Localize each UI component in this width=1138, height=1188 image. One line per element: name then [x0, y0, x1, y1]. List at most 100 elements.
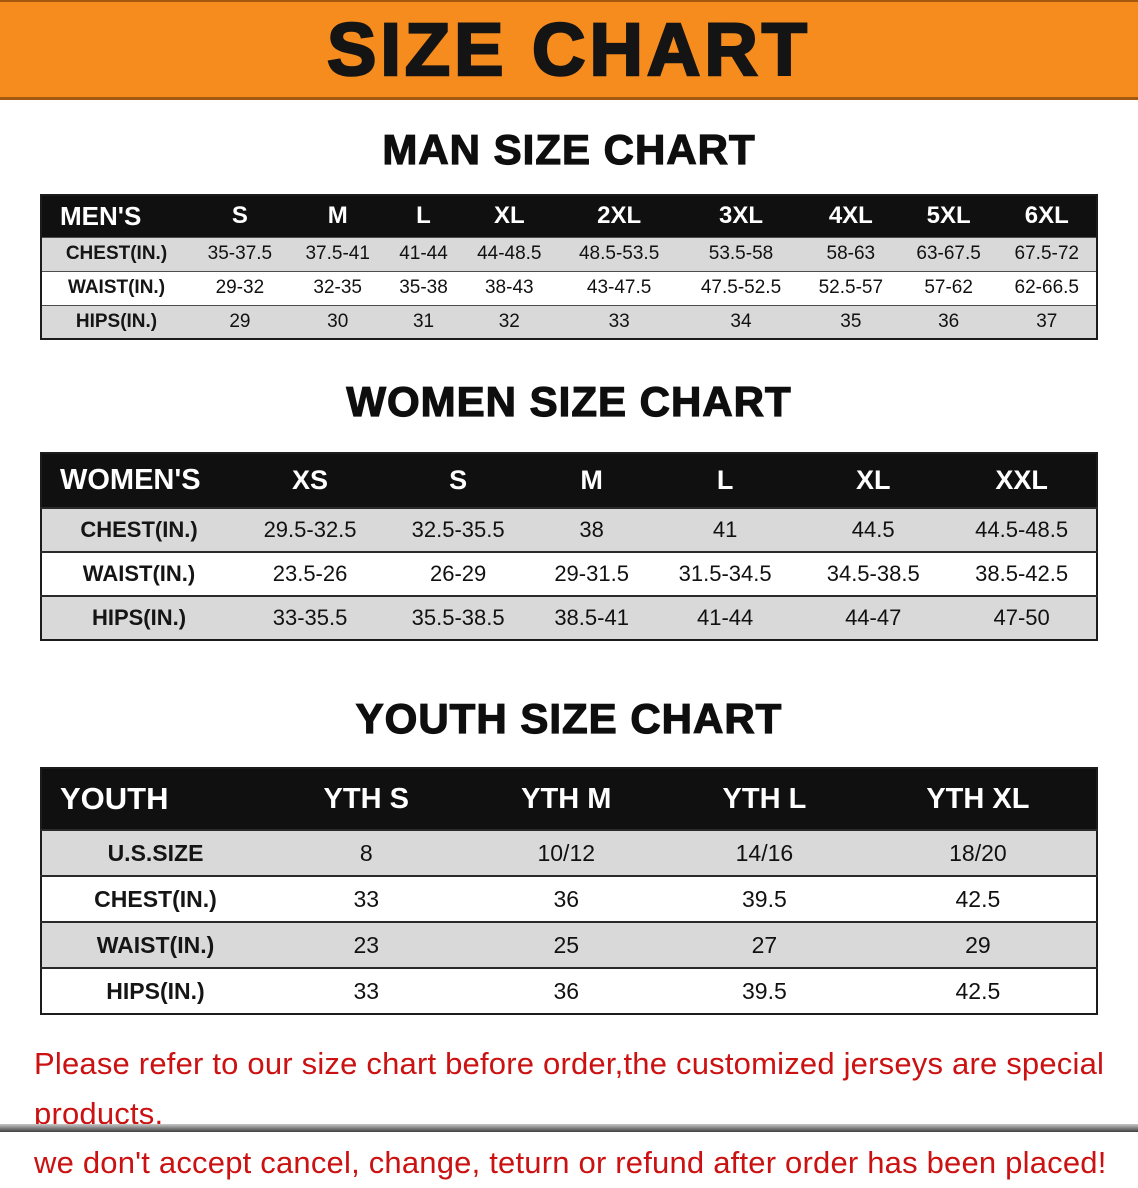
column-header: M — [327, 202, 348, 230]
table-cell: 33 — [608, 310, 630, 332]
column-header: 6XL — [1024, 202, 1069, 230]
table-cell: 67.5-72 — [1014, 243, 1079, 264]
table-cell: 47-50 — [993, 605, 1050, 630]
table-cell: 33-35.5 — [272, 605, 348, 630]
table-cell: 35-38 — [399, 277, 448, 298]
column-header: YTH S — [323, 782, 409, 815]
women-section-heading: WOMEN SIZE CHART — [346, 377, 792, 425]
table-cell: 43-47.5 — [586, 277, 652, 298]
table-cell: 39.5 — [742, 885, 787, 912]
column-header: M — [580, 465, 603, 495]
table-cell: 62-66.5 — [1014, 277, 1079, 298]
table-cell: 38.5-42.5 — [975, 561, 1069, 586]
table-row: HIPS(IN.) 33-35.5 35.5-38.5 38.5-41 41-44 44-… — [41, 596, 1097, 640]
table-cell: 32-35 — [313, 277, 363, 298]
table-header-row: YOUTH YTH S YTH M YTH L YTH XL — [41, 768, 1097, 830]
table-cell: 44.5 — [851, 517, 895, 542]
bottom-edge-strip — [0, 1124, 1138, 1132]
table-cell: 29 — [965, 931, 991, 958]
table-row: CHEST(IN.) 35-37.5 37.5-41 41-44 44-48.5 48.5… — [41, 237, 1097, 271]
table-cell: 47.5-52.5 — [700, 277, 782, 298]
table-header-row: MEN'S S M L XL 2XL 3XL 4XL 5XL 6XL — [41, 195, 1097, 237]
table-cell: 36 — [938, 310, 960, 332]
table-cell: 37 — [1036, 310, 1058, 332]
table-cell: 44-48.5 — [477, 243, 542, 264]
table-cell: 52.5-57 — [818, 277, 884, 298]
table-cell: 32 — [498, 310, 520, 332]
column-header: XXL — [995, 465, 1048, 495]
row-label: HIPS(IN.) — [106, 977, 205, 1004]
women-size-table: WOMEN'S XS S M L XL XXL CHEST(IN.) 29.5-32.5 32.5… — [40, 452, 1098, 641]
disclaimer-note: Please refer to our size chart before or… — [34, 1039, 1114, 1188]
table-cell: 41 — [712, 517, 738, 542]
table-cell: 38-43 — [484, 277, 534, 298]
table-cell: 29-31.5 — [554, 561, 629, 586]
row-label: WAIST(IN.) — [67, 277, 166, 298]
men-size-section: MAN SIZE CHART MEN'S S M L XL 2XL 3XL 4XL 5XL 6XL… — [0, 125, 1138, 340]
men-section-heading: MAN SIZE CHART — [382, 125, 756, 173]
table-row: U.S.SIZE 8 10/12 14/16 18/20 — [41, 830, 1097, 876]
table-cell: 25 — [553, 931, 580, 958]
table-cell: 37.5-41 — [305, 243, 370, 264]
table-row: CHEST(IN.) 29.5-32.5 32.5-35.5 38 41 44.5 44.5… — [41, 508, 1097, 552]
column-header: L — [416, 202, 431, 230]
table-cell: 35-37.5 — [207, 243, 273, 264]
column-header: YTH XL — [926, 782, 1030, 815]
table-cell: 42.5 — [955, 885, 1001, 912]
column-header: XL — [493, 202, 525, 230]
column-header: 3XL — [718, 202, 763, 230]
table-cell: 14/16 — [735, 839, 794, 866]
table-cell: 53.5-58 — [708, 243, 774, 264]
row-label: WAIST(IN.) — [82, 561, 196, 586]
table-cell: 35 — [840, 310, 862, 332]
table-cell: 39.5 — [742, 977, 787, 1004]
table-cell: 27 — [751, 931, 778, 958]
table-cell: 36 — [553, 885, 580, 912]
table-cell: 38 — [579, 517, 604, 542]
table-header-row: WOMEN'S XS S M L XL XXL — [41, 453, 1097, 508]
men-size-table: MEN'S S M L XL 2XL 3XL 4XL 5XL 6XL CHEST(IN.) 35-37… — [40, 194, 1098, 340]
row-label: HIPS(IN.) — [75, 310, 158, 332]
row-label: U.S.SIZE — [107, 839, 204, 866]
table-cell: 23 — [353, 931, 380, 958]
table-cell: 31.5-34.5 — [678, 561, 772, 586]
table-cell: 18/20 — [949, 839, 1007, 866]
table-cell: 42.5 — [955, 977, 1001, 1004]
column-header: S — [231, 202, 248, 230]
table-cell: 35.5-38.5 — [411, 605, 505, 630]
women-size-section: WOMEN SIZE CHART WOMEN'S XS S M L XL XXL CHEST(… — [0, 377, 1138, 641]
disclaimer-line-2: we don't accept cancel, change, teturn o… — [34, 1145, 1107, 1181]
table-cell: 32.5-35.5 — [411, 517, 505, 542]
table-cell: 48.5-53.5 — [578, 243, 660, 264]
column-header: YTH L — [722, 782, 807, 815]
youth-size-section: YOUTH SIZE CHART YOUTH YTH S YTH M YTH L YTH… — [0, 694, 1138, 1015]
table-row: WAIST(IN.) 29-32 32-35 35-38 38-43 43-47.5 47.… — [41, 271, 1097, 305]
table-row: WAIST(IN.) 23.5-26 26-29 29-31.5 31.5-34.5 34… — [41, 552, 1097, 596]
table-cell: 8 — [359, 839, 373, 866]
table-cell: 41-44 — [696, 605, 754, 630]
table-cell: 57-62 — [924, 277, 973, 298]
row-label: CHEST(IN.) — [94, 885, 217, 912]
row-label: WAIST(IN.) — [96, 931, 215, 958]
table-cell: 10/12 — [537, 839, 596, 866]
table-corner-label: MEN'S — [60, 200, 142, 231]
table-cell: 63-67.5 — [916, 243, 981, 264]
column-header: S — [449, 465, 468, 495]
table-row: WAIST(IN.) 23 25 27 29 — [41, 922, 1097, 968]
table-cell: 58-63 — [826, 243, 876, 264]
table-cell: 44-47 — [845, 605, 902, 630]
table-cell: 44.5-48.5 — [975, 517, 1069, 542]
table-cell: 34.5-38.5 — [826, 561, 920, 586]
table-cell: 29-32 — [215, 277, 265, 298]
table-cell: 31 — [412, 310, 435, 332]
table-cell: 26-29 — [430, 561, 487, 586]
column-header: XS — [292, 465, 329, 495]
column-header: L — [716, 465, 734, 495]
table-row: HIPS(IN.) 29 30 31 32 33 34 35 36 37 — [41, 305, 1097, 339]
youth-section-heading: YOUTH SIZE CHART — [355, 694, 783, 742]
row-label: CHEST(IN.) — [80, 517, 198, 542]
table-cell: 41-44 — [399, 243, 448, 264]
youth-size-table: YOUTH YTH S YTH M YTH L YTH XL U.S.SIZE 8 10/12… — [40, 767, 1098, 1015]
table-corner-label: YOUTH — [60, 781, 169, 816]
disclaimer-line-1: Please refer to our size chart before or… — [34, 1046, 1105, 1131]
